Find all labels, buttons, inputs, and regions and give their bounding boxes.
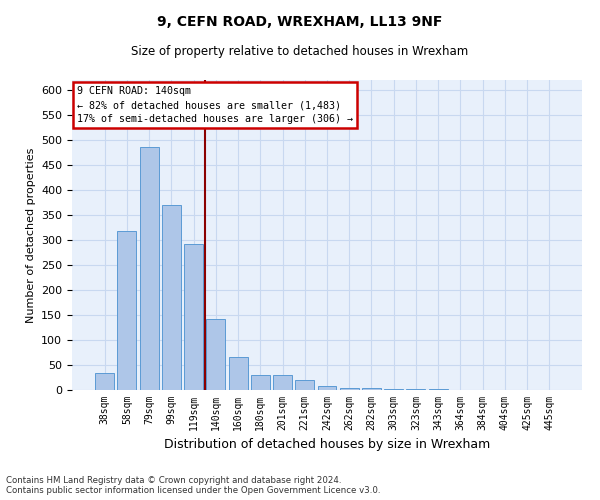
- Text: 9 CEFN ROAD: 140sqm
← 82% of detached houses are smaller (1,483)
17% of semi-det: 9 CEFN ROAD: 140sqm ← 82% of detached ho…: [77, 86, 353, 124]
- Bar: [317, 386, 337, 390]
- Bar: [362, 388, 381, 390]
- Bar: [295, 380, 314, 390]
- Bar: [273, 375, 292, 390]
- X-axis label: Distribution of detached houses by size in Wrexham: Distribution of detached houses by size …: [164, 438, 490, 452]
- Bar: [184, 244, 203, 390]
- Bar: [406, 388, 425, 390]
- Bar: [95, 372, 114, 390]
- Bar: [251, 375, 270, 390]
- Bar: [140, 146, 158, 390]
- Bar: [384, 388, 403, 390]
- Text: Size of property relative to detached houses in Wrexham: Size of property relative to detached ho…: [131, 45, 469, 58]
- Bar: [162, 205, 181, 390]
- Y-axis label: Number of detached properties: Number of detached properties: [26, 148, 35, 322]
- Text: 9, CEFN ROAD, WREXHAM, LL13 9NF: 9, CEFN ROAD, WREXHAM, LL13 9NF: [157, 15, 443, 29]
- Text: Contains HM Land Registry data © Crown copyright and database right 2024.
Contai: Contains HM Land Registry data © Crown c…: [6, 476, 380, 495]
- Bar: [206, 319, 225, 390]
- Bar: [429, 389, 448, 390]
- Bar: [229, 356, 248, 390]
- Bar: [340, 388, 359, 390]
- Bar: [118, 231, 136, 390]
